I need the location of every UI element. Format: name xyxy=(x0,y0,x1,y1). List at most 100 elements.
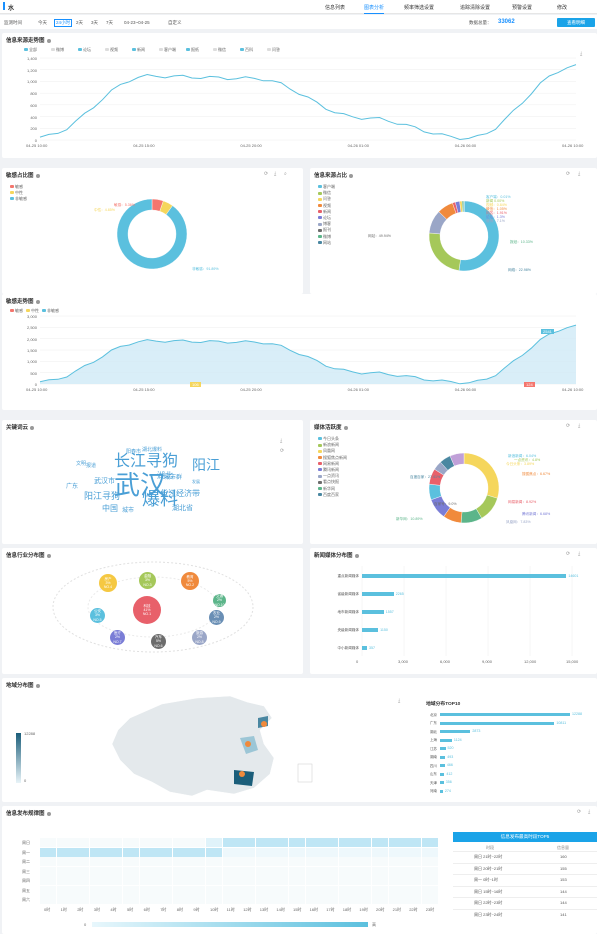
export-button[interactable]: 查看明细 xyxy=(557,18,595,27)
heat-cell[interactable] xyxy=(89,895,106,904)
heat-cell[interactable] xyxy=(123,857,140,866)
industry-bubble[interactable]: 汽车 5% NO.6 xyxy=(151,634,166,649)
heat-cell[interactable] xyxy=(189,895,206,904)
region-bar[interactable] xyxy=(440,781,444,784)
help-icon[interactable] xyxy=(46,553,51,558)
heat-cell[interactable] xyxy=(89,866,106,876)
heat-cell[interactable] xyxy=(255,838,272,847)
industry-bubble[interactable]: 金融 3% NO.3 xyxy=(139,572,156,589)
legend-item[interactable]: 问答 xyxy=(318,196,331,202)
legend-item[interactable]: 博客 xyxy=(318,221,331,227)
heat-cell[interactable] xyxy=(255,876,272,885)
refresh-icon[interactable]: ⟳ xyxy=(264,171,269,177)
heat-cell[interactable] xyxy=(338,895,355,904)
heat-cell[interactable] xyxy=(73,847,90,857)
heat-cell[interactable] xyxy=(123,847,140,857)
heat-cell[interactable] xyxy=(106,838,123,847)
heat-cell[interactable] xyxy=(255,857,272,866)
time-option-24h[interactable]: 24小时 xyxy=(54,19,73,27)
heat-cell[interactable] xyxy=(139,876,156,885)
legend-item[interactable]: 中性 xyxy=(10,190,23,196)
heat-cell[interactable] xyxy=(355,876,372,885)
heat-cell[interactable] xyxy=(106,857,123,866)
heat-cell[interactable] xyxy=(289,895,306,904)
heat-cell[interactable] xyxy=(89,847,106,857)
time-option-2d[interactable]: 2天 xyxy=(76,20,84,25)
heat-cell[interactable] xyxy=(123,876,140,885)
heat-cell[interactable] xyxy=(405,885,422,895)
heat-cell[interactable] xyxy=(421,876,438,885)
help-icon[interactable] xyxy=(343,425,348,430)
heat-cell[interactable] xyxy=(156,847,173,857)
heat-cell[interactable] xyxy=(372,847,389,857)
keyword-word[interactable]: 阳江寻狗 xyxy=(84,491,121,501)
legend-item[interactable]: 微信 xyxy=(318,190,331,196)
download-icon[interactable]: ⤓ xyxy=(280,438,283,444)
heat-cell[interactable] xyxy=(156,857,173,866)
heat-cell[interactable] xyxy=(255,895,272,904)
nav-tab[interactable]: 频率筛选设置 xyxy=(404,5,435,11)
heat-cell[interactable] xyxy=(106,866,123,876)
heat-cell[interactable] xyxy=(305,885,322,895)
heat-cell[interactable] xyxy=(405,866,422,876)
legend-item[interactable]: 论坛 xyxy=(318,215,331,221)
legend-item[interactable]: 新闻 xyxy=(132,47,145,53)
nav-tab[interactable]: 修改 xyxy=(557,5,568,11)
heat-cell[interactable] xyxy=(255,866,272,876)
heat-cell[interactable] xyxy=(388,876,405,885)
region-bar[interactable] xyxy=(440,730,471,733)
heat-cell[interactable] xyxy=(272,885,289,895)
heat-cell[interactable] xyxy=(56,866,73,876)
heat-cell[interactable] xyxy=(289,847,306,857)
heat-cell[interactable] xyxy=(222,885,239,895)
keyword-word[interactable]: 湖北 xyxy=(157,471,173,480)
heat-cell[interactable] xyxy=(388,838,405,847)
time-option-today[interactable]: 今天 xyxy=(38,20,47,25)
heat-cell[interactable] xyxy=(421,895,438,904)
heat-cell[interactable] xyxy=(355,847,372,857)
help-icon[interactable] xyxy=(30,425,35,430)
heat-cell[interactable] xyxy=(305,847,322,857)
heat-cell[interactable] xyxy=(189,885,206,895)
industry-bubble[interactable]: 农业 2% NO.9 xyxy=(209,610,224,625)
keyword-word[interactable]: 阳江 xyxy=(192,457,220,473)
legend-item[interactable]: 微博 xyxy=(51,47,64,53)
heat-cell[interactable] xyxy=(322,885,339,895)
heat-cell[interactable] xyxy=(372,838,389,847)
heat-cell[interactable] xyxy=(289,838,306,847)
heat-cell[interactable] xyxy=(305,857,322,866)
legend-item[interactable]: 百度百家 xyxy=(318,492,339,498)
heat-cell[interactable] xyxy=(372,876,389,885)
heat-cell[interactable] xyxy=(89,876,106,885)
region-bar[interactable] xyxy=(440,747,446,750)
heat-cell[interactable] xyxy=(206,847,223,857)
keyword-word[interactable]: 文明 xyxy=(76,461,87,467)
heat-cell[interactable] xyxy=(372,885,389,895)
heat-cell[interactable] xyxy=(206,885,223,895)
heat-cell[interactable] xyxy=(405,895,422,904)
heat-cell[interactable] xyxy=(255,885,272,895)
help-icon[interactable] xyxy=(46,38,51,43)
industry-bubble[interactable]: 公安 3% NO.5 xyxy=(90,608,105,623)
heat-cell[interactable] xyxy=(239,838,256,847)
heat-cell[interactable] xyxy=(172,885,189,895)
time-option-3d[interactable]: 3天 xyxy=(91,20,99,25)
heat-cell[interactable] xyxy=(222,847,239,857)
heat-cell[interactable] xyxy=(289,857,306,866)
region-bar[interactable] xyxy=(440,755,446,759)
heat-cell[interactable] xyxy=(73,838,90,847)
news-media-bar[interactable] xyxy=(362,628,379,632)
help-icon[interactable] xyxy=(35,683,40,688)
heat-cell[interactable] xyxy=(56,857,73,866)
nav-tab[interactable]: 预警设置 xyxy=(512,5,533,11)
heat-cell[interactable] xyxy=(156,838,173,847)
heat-cell[interactable] xyxy=(40,847,57,857)
heat-cell[interactable] xyxy=(322,876,339,885)
heat-cell[interactable] xyxy=(239,847,256,857)
heat-cell[interactable] xyxy=(40,895,57,904)
keyword-word[interactable]: 发展 xyxy=(192,479,200,484)
heat-cell[interactable] xyxy=(106,847,123,857)
nav-tab[interactable]: 图表分析 xyxy=(364,4,385,14)
legend-item[interactable]: 非敏感 xyxy=(10,196,27,202)
heat-cell[interactable] xyxy=(322,857,339,866)
